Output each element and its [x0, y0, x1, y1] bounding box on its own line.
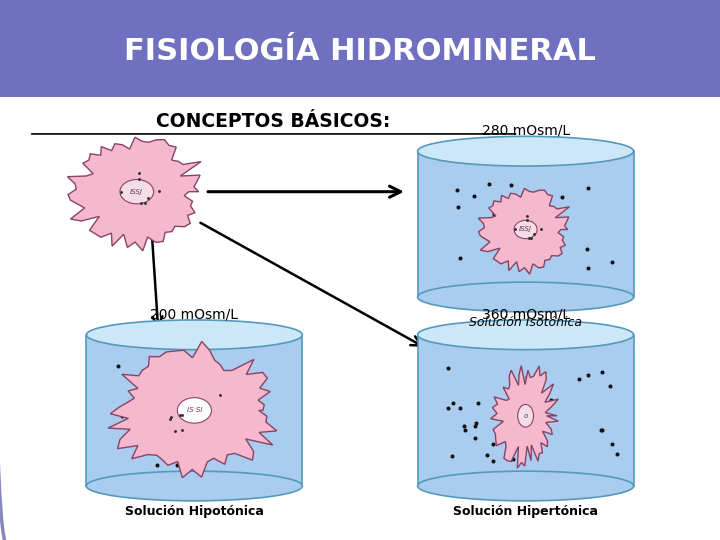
Ellipse shape: [120, 179, 153, 204]
Ellipse shape: [418, 320, 634, 350]
Text: 360 mOsm/L: 360 mOsm/L: [482, 307, 570, 321]
Polygon shape: [478, 188, 570, 274]
Text: Solución Isotónica: Solución Isotónica: [469, 316, 582, 329]
Polygon shape: [490, 366, 558, 468]
Polygon shape: [68, 137, 201, 251]
Bar: [86, 335, 302, 486]
Bar: [418, 335, 634, 486]
Ellipse shape: [418, 282, 634, 312]
Ellipse shape: [518, 404, 534, 427]
Text: CONCEPTOS BÁSICOS:: CONCEPTOS BÁSICOS:: [156, 112, 391, 131]
Text: 280 mOsm/L: 280 mOsm/L: [482, 124, 570, 138]
Ellipse shape: [418, 471, 634, 501]
Text: IS SI: IS SI: [186, 407, 202, 414]
Polygon shape: [108, 341, 276, 478]
Text: Solución Hipotónica: Solución Hipotónica: [125, 505, 264, 518]
Text: ISSJ: ISSJ: [130, 188, 143, 195]
FancyBboxPatch shape: [0, 0, 720, 97]
Text: FISIOLOGÍA HIDROMINERAL: FISIOLOGÍA HIDROMINERAL: [124, 37, 596, 66]
Ellipse shape: [177, 397, 212, 423]
Ellipse shape: [86, 320, 302, 350]
Ellipse shape: [514, 220, 537, 239]
Ellipse shape: [418, 136, 634, 166]
Text: Solución Hipertónica: Solución Hipertónica: [453, 505, 598, 518]
Text: ISSJ: ISSJ: [519, 226, 532, 233]
Text: o: o: [523, 413, 528, 419]
Ellipse shape: [86, 471, 302, 501]
Bar: [418, 151, 634, 297]
Text: 200 mOsm/L: 200 mOsm/L: [150, 307, 238, 321]
